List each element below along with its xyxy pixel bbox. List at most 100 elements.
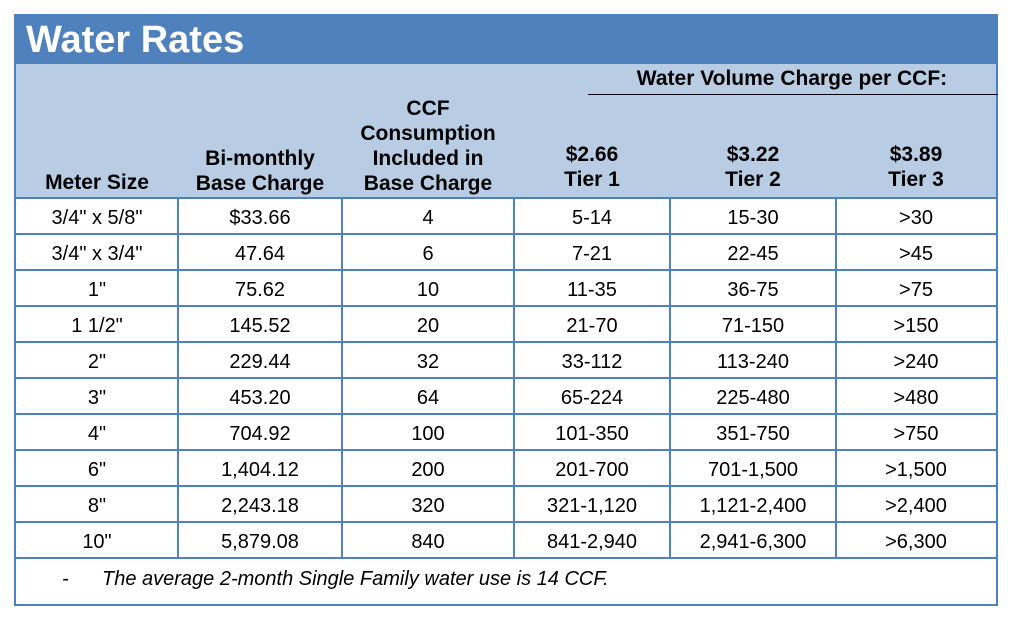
cell-tier-2: 351-750 [716, 423, 790, 445]
row-divider [16, 377, 996, 379]
cell-meter-size: 6" [87, 459, 107, 481]
cell-ccf-included: 320 [411, 495, 445, 517]
cell-base-charge: 1,404.12 [221, 459, 299, 481]
cell-ccf-included: 100 [411, 423, 445, 445]
cell-tier-1: 11-35 [567, 279, 617, 301]
row-divider [16, 413, 996, 415]
title-bar: Water Rates [16, 16, 996, 64]
page-title: Water Rates [26, 19, 245, 61]
column-divider [513, 198, 515, 558]
cell-tier-3: >150 [893, 315, 939, 337]
table-row: 1 1/2" 145.52 20 21-70 71-150 >150 [16, 306, 996, 342]
cell-ccf-included: 840 [411, 531, 445, 553]
cell-tier-1: 21-70 [566, 315, 618, 337]
row-divider [16, 305, 996, 307]
cell-meter-size: 2" [87, 351, 107, 373]
cell-tier-3: >1,500 [885, 459, 947, 481]
cell-tier-1: 65-224 [560, 387, 624, 409]
cell-tier-3: >480 [893, 387, 939, 409]
cell-ccf-included: 4 [422, 207, 434, 229]
cell-tier-1: 33-112 [561, 351, 623, 373]
cell-tier-2: 1,121-2,400 [699, 495, 807, 517]
row-divider [16, 269, 996, 271]
header-ccf-included: CCF Consumption Included in Base Charge [360, 97, 496, 195]
cell-meter-size: 3/4" x 5/8" [51, 207, 143, 229]
column-divider [835, 198, 837, 558]
cell-tier-3: >6,300 [885, 531, 947, 553]
cell-ccf-included: 10 [416, 279, 440, 301]
table-row: 2" 229.44 32 33-112 113-240 >240 [16, 342, 996, 378]
header-meter-size: Meter Size [45, 171, 149, 194]
header-tier-3: $3.89 Tier 3 [888, 143, 944, 191]
cell-ccf-included: 20 [416, 315, 440, 337]
column-divider [341, 198, 343, 558]
row-divider [16, 449, 996, 451]
column-divider [177, 198, 179, 558]
cell-base-charge: 5,879.08 [221, 531, 299, 553]
header-tier-2: $3.22 Tier 2 [725, 143, 781, 191]
cell-meter-size: 4" [87, 423, 107, 445]
header-base-charge: Bi-monthly Base Charge [195, 147, 325, 195]
cell-base-charge: 704.92 [229, 423, 291, 445]
water-rates-table: Water Rates Water Volume Charge per CCF:… [14, 14, 998, 606]
table-row: 4" 704.92 100 101-350 351-750 >750 [16, 414, 996, 450]
cell-meter-size: 3" [87, 387, 107, 409]
cell-tier-1: 841-2,940 [546, 531, 638, 553]
cell-tier-3: >30 [899, 207, 933, 229]
cell-tier-2: 2,941-6,300 [699, 531, 807, 553]
cell-ccf-included: 6 [422, 243, 434, 265]
cell-tier-2: 225-480 [716, 387, 790, 409]
row-divider [16, 233, 996, 235]
cell-ccf-included: 200 [411, 459, 445, 481]
cell-meter-size: 1 1/2" [71, 315, 123, 337]
table-row: 3/4" x 5/8" $33.66 4 5-14 15-30 >30 [16, 198, 996, 234]
cell-meter-size: 10" [82, 531, 112, 553]
cell-tier-1: 201-700 [555, 459, 629, 481]
footnote-text: The average 2-month Single Family water … [102, 568, 609, 590]
cell-tier-3: >45 [899, 243, 933, 265]
cell-tier-1: 5-14 [571, 207, 613, 229]
column-divider [669, 198, 671, 558]
cell-base-charge: 2,243.18 [221, 495, 299, 517]
cell-tier-1: 7-21 [571, 243, 613, 265]
cell-tier-2: 71-150 [721, 315, 785, 337]
row-divider [16, 557, 996, 559]
cell-tier-1: 321-1,120 [546, 495, 638, 517]
footnote: - The average 2-month Single Family wate… [16, 556, 996, 606]
cell-base-charge: 453.20 [229, 387, 291, 409]
header-tier-1: $2.66 Tier 1 [564, 143, 620, 191]
cell-tier-2: 113-240 [717, 351, 789, 373]
cell-tier-2: 22-45 [727, 243, 779, 265]
row-divider [16, 521, 996, 523]
cell-meter-size: 8" [87, 495, 107, 517]
table-row: 3" 453.20 64 65-224 225-480 >480 [16, 378, 996, 414]
volume-charge-group-label: Water Volume Charge per CCF: [636, 67, 948, 90]
row-divider [16, 341, 996, 343]
cell-base-charge: 145.52 [229, 315, 291, 337]
cell-ccf-included: 64 [416, 387, 440, 409]
cell-base-charge: $33.66 [229, 207, 291, 229]
table-row: 10" 5,879.08 840 841-2,940 2,941-6,300 >6,300 [16, 522, 996, 558]
cell-tier-2: 36-75 [727, 279, 779, 301]
cell-tier-2: 701-1,500 [707, 459, 799, 481]
cell-meter-size: 3/4" x 3/4" [51, 243, 143, 265]
group-underline [588, 94, 998, 95]
table-row: 8" 2,243.18 320 321-1,120 1,121-2,400 >2,400 [16, 486, 996, 522]
row-divider [16, 197, 996, 199]
table-row: 6" 1,404.12 200 201-700 701-1,500 >1,500 [16, 450, 996, 486]
table-row: 1" 75.62 10 11-35 36-75 >75 [16, 270, 996, 306]
cell-tier-1: 101-350 [555, 423, 629, 445]
cell-ccf-included: 32 [416, 351, 440, 373]
cell-tier-3: >240 [893, 351, 939, 373]
cell-tier-3: >750 [893, 423, 939, 445]
cell-tier-3: >2,400 [885, 495, 947, 517]
table-header: Water Volume Charge per CCF: Meter Size … [16, 64, 998, 198]
cell-base-charge: 75.62 [234, 279, 286, 301]
cell-base-charge: 47.64 [234, 243, 286, 265]
footnote-bullet: - [62, 568, 69, 590]
cell-meter-size: 1" [87, 279, 107, 301]
table-row: 3/4" x 3/4" 47.64 6 7-21 22-45 >45 [16, 234, 996, 270]
cell-tier-3: >75 [899, 279, 933, 301]
cell-tier-2: 15-30 [727, 207, 779, 229]
cell-base-charge: 229.44 [229, 351, 291, 373]
